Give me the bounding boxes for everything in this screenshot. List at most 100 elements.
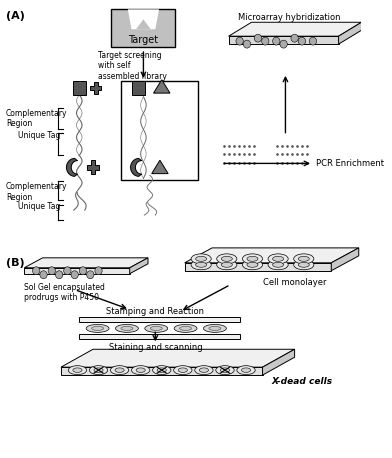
Polygon shape bbox=[229, 36, 339, 44]
Ellipse shape bbox=[203, 324, 226, 333]
Ellipse shape bbox=[111, 365, 129, 375]
Ellipse shape bbox=[272, 256, 284, 262]
Circle shape bbox=[40, 271, 47, 279]
Polygon shape bbox=[229, 22, 361, 36]
Circle shape bbox=[236, 37, 243, 45]
Polygon shape bbox=[128, 9, 159, 29]
Text: Sol Gel encapsulated
prodrugs with P450: Sol Gel encapsulated prodrugs with P450 bbox=[24, 283, 105, 302]
Ellipse shape bbox=[115, 368, 124, 372]
Circle shape bbox=[243, 40, 250, 48]
Ellipse shape bbox=[217, 254, 237, 264]
Text: Unique Tag: Unique Tag bbox=[18, 131, 60, 140]
Polygon shape bbox=[136, 19, 151, 29]
Ellipse shape bbox=[145, 324, 168, 333]
Ellipse shape bbox=[92, 327, 103, 330]
Polygon shape bbox=[131, 158, 142, 176]
Ellipse shape bbox=[294, 254, 314, 264]
Ellipse shape bbox=[68, 365, 87, 375]
Polygon shape bbox=[61, 367, 263, 375]
Text: (B): (B) bbox=[6, 258, 25, 268]
Ellipse shape bbox=[242, 254, 263, 264]
Ellipse shape bbox=[241, 368, 250, 372]
Circle shape bbox=[33, 267, 40, 275]
Circle shape bbox=[55, 271, 63, 279]
Ellipse shape bbox=[180, 327, 192, 330]
Ellipse shape bbox=[294, 260, 314, 270]
Circle shape bbox=[309, 37, 317, 45]
Text: (A): (A) bbox=[6, 11, 25, 22]
Polygon shape bbox=[263, 349, 295, 375]
Ellipse shape bbox=[247, 256, 258, 262]
Text: Staining and scanning: Staining and scanning bbox=[109, 344, 202, 352]
Ellipse shape bbox=[196, 262, 207, 267]
Circle shape bbox=[291, 34, 298, 42]
Circle shape bbox=[64, 267, 71, 275]
Polygon shape bbox=[331, 248, 359, 271]
Text: Microarray hybridization: Microarray hybridization bbox=[238, 13, 340, 22]
Ellipse shape bbox=[216, 365, 234, 375]
Polygon shape bbox=[67, 158, 78, 176]
Circle shape bbox=[261, 37, 269, 45]
Ellipse shape bbox=[209, 327, 221, 330]
Ellipse shape bbox=[272, 262, 284, 267]
Ellipse shape bbox=[191, 254, 211, 264]
Ellipse shape bbox=[221, 262, 232, 267]
Polygon shape bbox=[24, 258, 148, 268]
Ellipse shape bbox=[94, 368, 103, 372]
Bar bbox=[111, 9, 176, 47]
Polygon shape bbox=[154, 80, 170, 93]
Ellipse shape bbox=[73, 368, 82, 372]
Circle shape bbox=[87, 271, 94, 279]
Circle shape bbox=[272, 37, 280, 45]
Text: Cell monolayer: Cell monolayer bbox=[263, 278, 326, 287]
Ellipse shape bbox=[174, 365, 192, 375]
Text: X-dead cells: X-dead cells bbox=[272, 377, 333, 386]
Ellipse shape bbox=[217, 260, 237, 270]
Ellipse shape bbox=[191, 260, 211, 270]
Ellipse shape bbox=[89, 365, 108, 375]
Text: Unique Tag: Unique Tag bbox=[18, 202, 60, 211]
Text: Stamping and Reaction: Stamping and Reaction bbox=[106, 306, 204, 316]
Circle shape bbox=[280, 40, 287, 48]
Polygon shape bbox=[87, 160, 100, 174]
Ellipse shape bbox=[247, 262, 258, 267]
Ellipse shape bbox=[136, 368, 145, 372]
Circle shape bbox=[298, 37, 306, 45]
Ellipse shape bbox=[196, 256, 207, 262]
Ellipse shape bbox=[152, 365, 171, 375]
Ellipse shape bbox=[131, 365, 150, 375]
Ellipse shape bbox=[157, 368, 166, 372]
Polygon shape bbox=[185, 248, 359, 263]
Polygon shape bbox=[339, 22, 361, 44]
Text: PCR Enrichment: PCR Enrichment bbox=[316, 159, 384, 168]
Ellipse shape bbox=[199, 368, 209, 372]
Bar bbox=[132, 81, 145, 95]
Circle shape bbox=[71, 271, 78, 279]
Ellipse shape bbox=[237, 365, 255, 375]
Bar bbox=[120, 81, 198, 180]
Circle shape bbox=[254, 34, 261, 42]
Bar bbox=[73, 81, 86, 95]
Bar bbox=[79, 334, 240, 339]
Ellipse shape bbox=[268, 254, 288, 264]
Ellipse shape bbox=[242, 260, 263, 270]
Ellipse shape bbox=[221, 256, 232, 262]
Ellipse shape bbox=[116, 324, 138, 333]
Ellipse shape bbox=[121, 327, 133, 330]
Ellipse shape bbox=[86, 324, 109, 333]
Ellipse shape bbox=[298, 262, 309, 267]
Polygon shape bbox=[130, 258, 148, 274]
Ellipse shape bbox=[298, 256, 309, 262]
Polygon shape bbox=[90, 82, 101, 94]
Text: Complementary
Region: Complementary Region bbox=[6, 182, 67, 202]
Ellipse shape bbox=[150, 327, 162, 330]
Text: Target: Target bbox=[128, 35, 158, 45]
Ellipse shape bbox=[178, 368, 187, 372]
Circle shape bbox=[48, 267, 55, 275]
Ellipse shape bbox=[268, 260, 288, 270]
Bar bbox=[79, 317, 240, 322]
Text: Target screening
with self
assembled library: Target screening with self assembled lib… bbox=[98, 51, 167, 81]
Polygon shape bbox=[61, 349, 295, 367]
Ellipse shape bbox=[174, 324, 197, 333]
Ellipse shape bbox=[195, 365, 213, 375]
